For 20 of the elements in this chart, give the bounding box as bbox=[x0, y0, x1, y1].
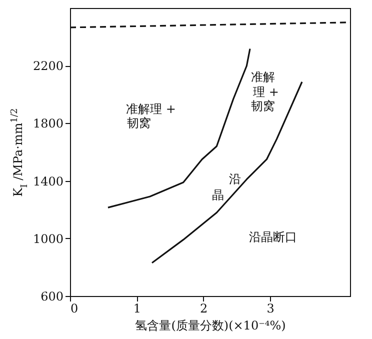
line-series bbox=[107, 48, 251, 208]
x-axis-title: 氢含量(质量分数)(×10⁻⁴%) bbox=[135, 318, 286, 332]
y-tick-label: 1000 bbox=[32, 232, 64, 246]
line-series bbox=[151, 81, 303, 264]
annotation: 韧窝 bbox=[127, 116, 151, 130]
x-tick-label: 2 bbox=[200, 302, 208, 316]
x-tick-label: 1 bbox=[133, 302, 141, 316]
y-tick-label: 1800 bbox=[32, 116, 64, 131]
annotation: 理 + bbox=[253, 85, 279, 99]
annotation: 沿 bbox=[229, 172, 241, 186]
x-tick-label: 3 bbox=[266, 302, 274, 316]
annotation: 韧窝 bbox=[251, 99, 275, 113]
annotation: 准解理 + bbox=[126, 102, 176, 116]
y-tick-label: 1400 bbox=[32, 174, 64, 188]
annotation: 晶 bbox=[212, 188, 224, 202]
x-tick-label: 0 bbox=[70, 302, 78, 316]
y-tick-label: 2200 bbox=[32, 59, 64, 74]
annotation: 准解 bbox=[251, 70, 275, 84]
y-tick-label: 600 bbox=[40, 290, 64, 304]
annotation: 沿晶断口 bbox=[249, 230, 297, 244]
